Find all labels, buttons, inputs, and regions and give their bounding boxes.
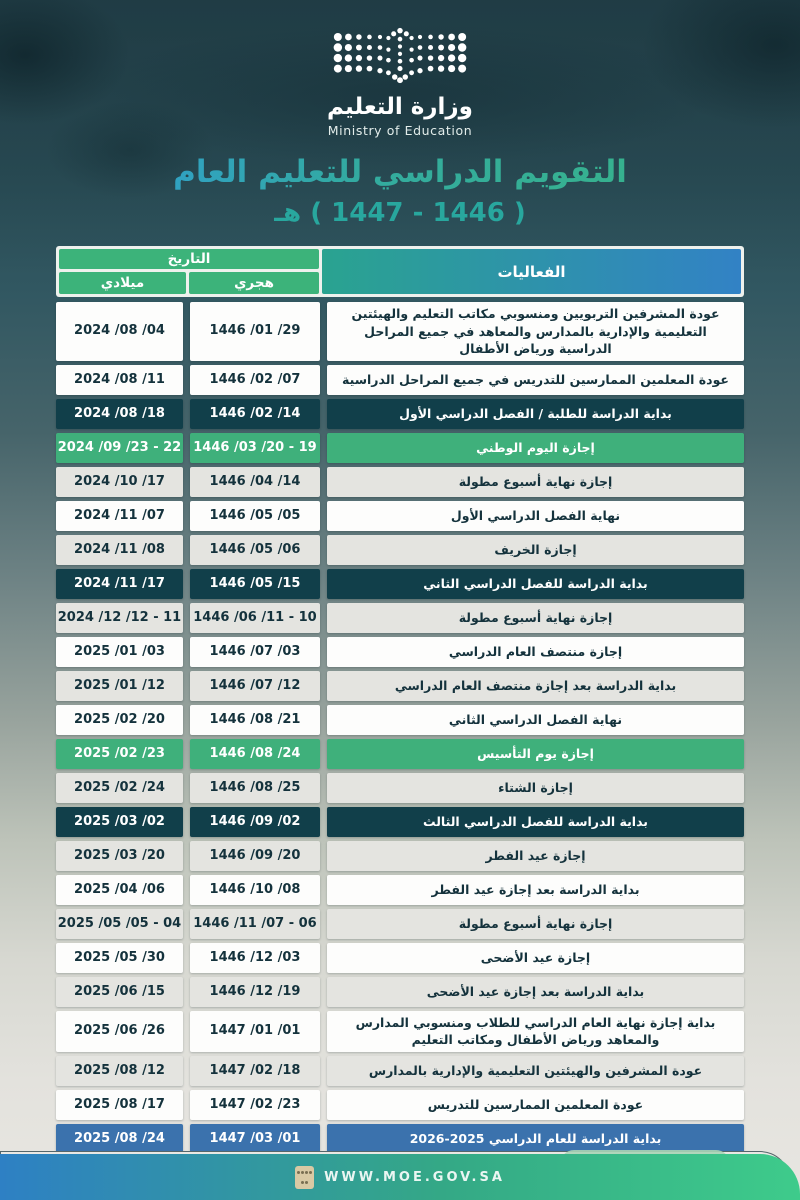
gregorian-date-cell: 12/ 08/ 2025 <box>56 1055 183 1086</box>
gregorian-date-cell: 07/ 11/ 2024 <box>56 500 183 531</box>
moe-mini-logo-icon <box>295 1165 315 1189</box>
hijri-date-cell: 01/ 03/ 1447 <box>190 1123 320 1154</box>
event-cell: إجازة نهاية أسبوع مطولة <box>327 908 744 939</box>
hijri-date-cell: 06 - 07/ 11/ 1446 <box>190 908 320 939</box>
gregorian-date-cell: 12/ 01/ 2025 <box>56 670 183 701</box>
hijri-date-cell: 18/ 02/ 1447 <box>190 1055 320 1086</box>
brand-header: وزارة التعليم Ministry of Education <box>56 24 744 138</box>
event-cell: إجازة يوم التأسيس <box>327 738 744 769</box>
hijri-date-cell: 07/ 02/ 1446 <box>190 364 320 395</box>
gregorian-date-cell: 08/ 11/ 2024 <box>56 534 183 565</box>
table-header: الفعاليات التاريخ هجري ميلادي <box>56 246 744 298</box>
hijri-date-cell: 29/ 01/ 1446 <box>190 302 320 361</box>
gregorian-date-cell: 24/ 08/ 2025 <box>56 1123 183 1154</box>
hijri-date-cell: 24/ 08/ 1446 <box>190 738 320 769</box>
gregorian-date-cell: 30/ 05/ 2025 <box>56 942 183 973</box>
table-body: عودة المشرفين التربويين ومنسوبي مكاتب ال… <box>56 302 744 1154</box>
event-cell: إجازة نهاية أسبوع مطولة <box>327 602 744 633</box>
hijri-date-cell: 05/ 05/ 1446 <box>190 500 320 531</box>
gregorian-date-cell: 02/ 03/ 2025 <box>56 806 183 837</box>
moe-logo-icon <box>333 27 467 84</box>
gregorian-date-cell: 20/ 03/ 2025 <box>56 840 183 871</box>
event-cell: نهاية الفصل الدراسي الثاني <box>327 704 744 735</box>
event-cell: إجازة اليوم الوطني <box>327 432 744 463</box>
gregorian-date-cell: 24/ 02/ 2025 <box>56 772 183 803</box>
hijri-date-cell: 03/ 07/ 1446 <box>190 636 320 667</box>
hijri-date-cell: 25/ 08/ 1446 <box>190 772 320 803</box>
hijri-date-cell: 10 - 11/ 06/ 1446 <box>190 602 320 633</box>
event-cell: بداية إجازة نهاية العام الدراسي للطلاب و… <box>327 1010 744 1052</box>
gregorian-date-cell: 15/ 06/ 2025 <box>56 976 183 1007</box>
hijri-date-cell: 20/ 09/ 1446 <box>190 840 320 871</box>
hijri-date-cell: 08/ 10/ 1446 <box>190 874 320 905</box>
gregorian-date-cell: 04 - 05/ 05/ 2025 <box>56 908 183 939</box>
gregorian-date-cell: 22 - 23/ 09/ 2024 <box>56 432 183 463</box>
gregorian-date-cell: 06/ 04/ 2025 <box>56 874 183 905</box>
event-cell: إجازة عيد الفطر <box>327 840 744 871</box>
hijri-date-cell: 01/ 01/ 1447 <box>190 1010 320 1052</box>
hijri-date-cell: 15/ 05/ 1446 <box>190 568 320 599</box>
hijri-date-cell: 19/ 12/ 1446 <box>190 976 320 1007</box>
gregorian-date-cell: 17/ 08/ 2025 <box>56 1089 183 1120</box>
footer-bar: WWW.MOE.GOV.SA <box>0 1154 800 1200</box>
event-cell: عودة المشرفين والهيئتين التعليمية والإدا… <box>327 1055 744 1086</box>
gregorian-date-cell: 17/ 10/ 2024 <box>56 466 183 497</box>
event-cell: إجازة عيد الأضحى <box>327 942 744 973</box>
hijri-date-cell: 19 - 20/ 03/ 1446 <box>190 432 320 463</box>
hijri-date-cell: 14/ 04/ 1446 <box>190 466 320 497</box>
page-subtitle-years: ( 1446 - 1447 ) هـ <box>274 198 526 229</box>
event-cell: بداية الدراسة للفصل الدراسي الثاني <box>327 568 744 599</box>
event-cell: بداية الدراسة للطلبة / الفصل الدراسي الأ… <box>327 398 744 429</box>
hijri-date-cell: 21/ 08/ 1446 <box>190 704 320 735</box>
gregorian-date-cell: 11 - 12/ 12/ 2024 <box>56 602 183 633</box>
hijri-column-header: هجري <box>189 272 319 295</box>
gregorian-column-header: ميلادي <box>59 272 186 295</box>
footer: WWW.MOE.GOV.SA <box>0 1122 800 1200</box>
event-cell: إجازة نهاية أسبوع مطولة <box>327 466 744 497</box>
gregorian-date-cell: 17/ 11/ 2024 <box>56 568 183 599</box>
event-cell: بداية الدراسة بعد إجازة عيد الفطر <box>327 874 744 905</box>
event-cell: بداية الدراسة بعد إجازة عيد الأضحى <box>327 976 744 1007</box>
gregorian-date-cell: 18/ 08/ 2024 <box>56 398 183 429</box>
event-cell: عودة المشرفين التربويين ومنسوبي مكاتب ال… <box>327 302 744 361</box>
gregorian-date-cell: 03/ 01/ 2025 <box>56 636 183 667</box>
gregorian-date-cell: 04/ 08/ 2024 <box>56 302 183 361</box>
event-cell: بداية الدراسة للعام الدراسي 2025-2026 <box>327 1123 744 1154</box>
event-cell: عودة المعلمين الممارسين للتدريس في جميع … <box>327 364 744 395</box>
brand-name-english: Ministry of Education <box>327 123 473 138</box>
page-title: التقويم الدراسي للتعليم العام <box>56 154 744 191</box>
brand-name-arabic: وزارة التعليم <box>327 94 473 120</box>
event-cell: إجازة الشتاء <box>327 772 744 803</box>
hijri-date-cell: 02/ 09/ 1446 <box>190 806 320 837</box>
hijri-date-cell: 06/ 05/ 1446 <box>190 534 320 565</box>
footer-url[interactable]: WWW.MOE.GOV.SA <box>324 1169 505 1185</box>
event-cell: بداية الدراسة بعد إجازة منتصف العام الدر… <box>327 670 744 701</box>
date-group-header: التاريخ <box>59 249 319 270</box>
event-cell: بداية الدراسة للفصل الدراسي الثالث <box>327 806 744 837</box>
event-cell: إجازة الخريف <box>327 534 744 565</box>
hijri-date-cell: 14/ 02/ 1446 <box>190 398 320 429</box>
event-cell: نهاية الفصل الدراسي الأول <box>327 500 744 531</box>
event-cell: إجازة منتصف العام الدراسي <box>327 636 744 667</box>
gregorian-date-cell: 11/ 08/ 2024 <box>56 364 183 395</box>
event-cell: عودة المعلمين الممارسين للتدريس <box>327 1089 744 1120</box>
gregorian-date-cell: 23/ 02/ 2025 <box>56 738 183 769</box>
hijri-date-cell: 12/ 07/ 1446 <box>190 670 320 701</box>
gregorian-date-cell: 20/ 02/ 2025 <box>56 704 183 735</box>
hijri-date-cell: 23/ 02/ 1447 <box>190 1089 320 1120</box>
gregorian-date-cell: 26/ 06/ 2025 <box>56 1010 183 1052</box>
events-column-header: الفعاليات <box>322 249 741 295</box>
calendar-table: الفعاليات التاريخ هجري ميلادي عودة المشر… <box>56 246 744 1154</box>
hijri-date-cell: 03/ 12/ 1446 <box>190 942 320 973</box>
